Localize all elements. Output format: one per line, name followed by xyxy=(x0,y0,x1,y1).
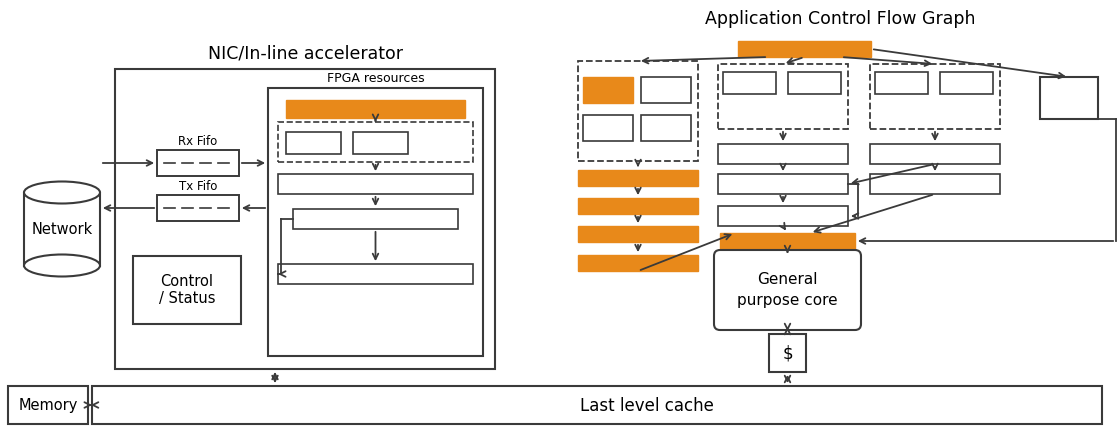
Text: Rx Fifo: Rx Fifo xyxy=(179,135,218,148)
Bar xyxy=(718,174,847,194)
Bar xyxy=(718,145,847,164)
Bar xyxy=(718,207,847,227)
Text: purpose core: purpose core xyxy=(737,293,837,308)
Bar xyxy=(8,386,88,424)
Bar xyxy=(578,256,698,271)
Bar xyxy=(286,101,465,119)
Bar xyxy=(738,42,871,58)
Bar xyxy=(286,133,341,155)
Bar xyxy=(870,145,999,164)
Bar xyxy=(582,78,633,104)
Bar xyxy=(278,264,473,284)
Text: FPGA resources: FPGA resources xyxy=(326,72,425,85)
Bar xyxy=(788,73,841,95)
Bar xyxy=(92,386,1102,424)
Bar xyxy=(578,227,698,243)
Bar xyxy=(157,196,239,221)
Bar xyxy=(578,62,698,161)
Bar xyxy=(641,116,691,141)
Bar xyxy=(723,73,776,95)
Bar xyxy=(870,174,999,194)
Text: General: General xyxy=(757,271,817,286)
Bar xyxy=(133,256,241,324)
Bar xyxy=(578,171,698,187)
Text: Last level cache: Last level cache xyxy=(580,396,714,414)
Bar xyxy=(353,133,408,155)
Bar xyxy=(582,116,633,141)
Bar xyxy=(720,233,855,250)
Text: NIC/In-line accelerator: NIC/In-line accelerator xyxy=(208,44,402,62)
Bar xyxy=(769,334,806,372)
Bar xyxy=(278,174,473,194)
Text: Tx Fifo: Tx Fifo xyxy=(179,180,217,193)
Bar xyxy=(1040,78,1098,120)
Bar xyxy=(870,65,999,130)
Text: Control: Control xyxy=(161,273,214,288)
Bar xyxy=(278,123,473,163)
Bar xyxy=(875,73,928,95)
Text: / Status: / Status xyxy=(159,291,216,306)
Bar xyxy=(940,73,993,95)
Bar xyxy=(641,78,691,104)
Text: Application Control Flow Graph: Application Control Flow Graph xyxy=(704,10,975,28)
Bar xyxy=(157,151,239,177)
FancyBboxPatch shape xyxy=(714,250,861,330)
Bar xyxy=(115,70,495,369)
Bar xyxy=(718,65,847,130)
Ellipse shape xyxy=(23,255,100,277)
Text: $: $ xyxy=(783,344,793,362)
Bar xyxy=(23,193,100,266)
Ellipse shape xyxy=(23,182,100,204)
Bar xyxy=(578,198,698,214)
Text: Network: Network xyxy=(31,222,93,237)
Bar xyxy=(268,89,483,356)
Bar xyxy=(293,210,458,230)
Text: Memory: Memory xyxy=(18,398,77,413)
